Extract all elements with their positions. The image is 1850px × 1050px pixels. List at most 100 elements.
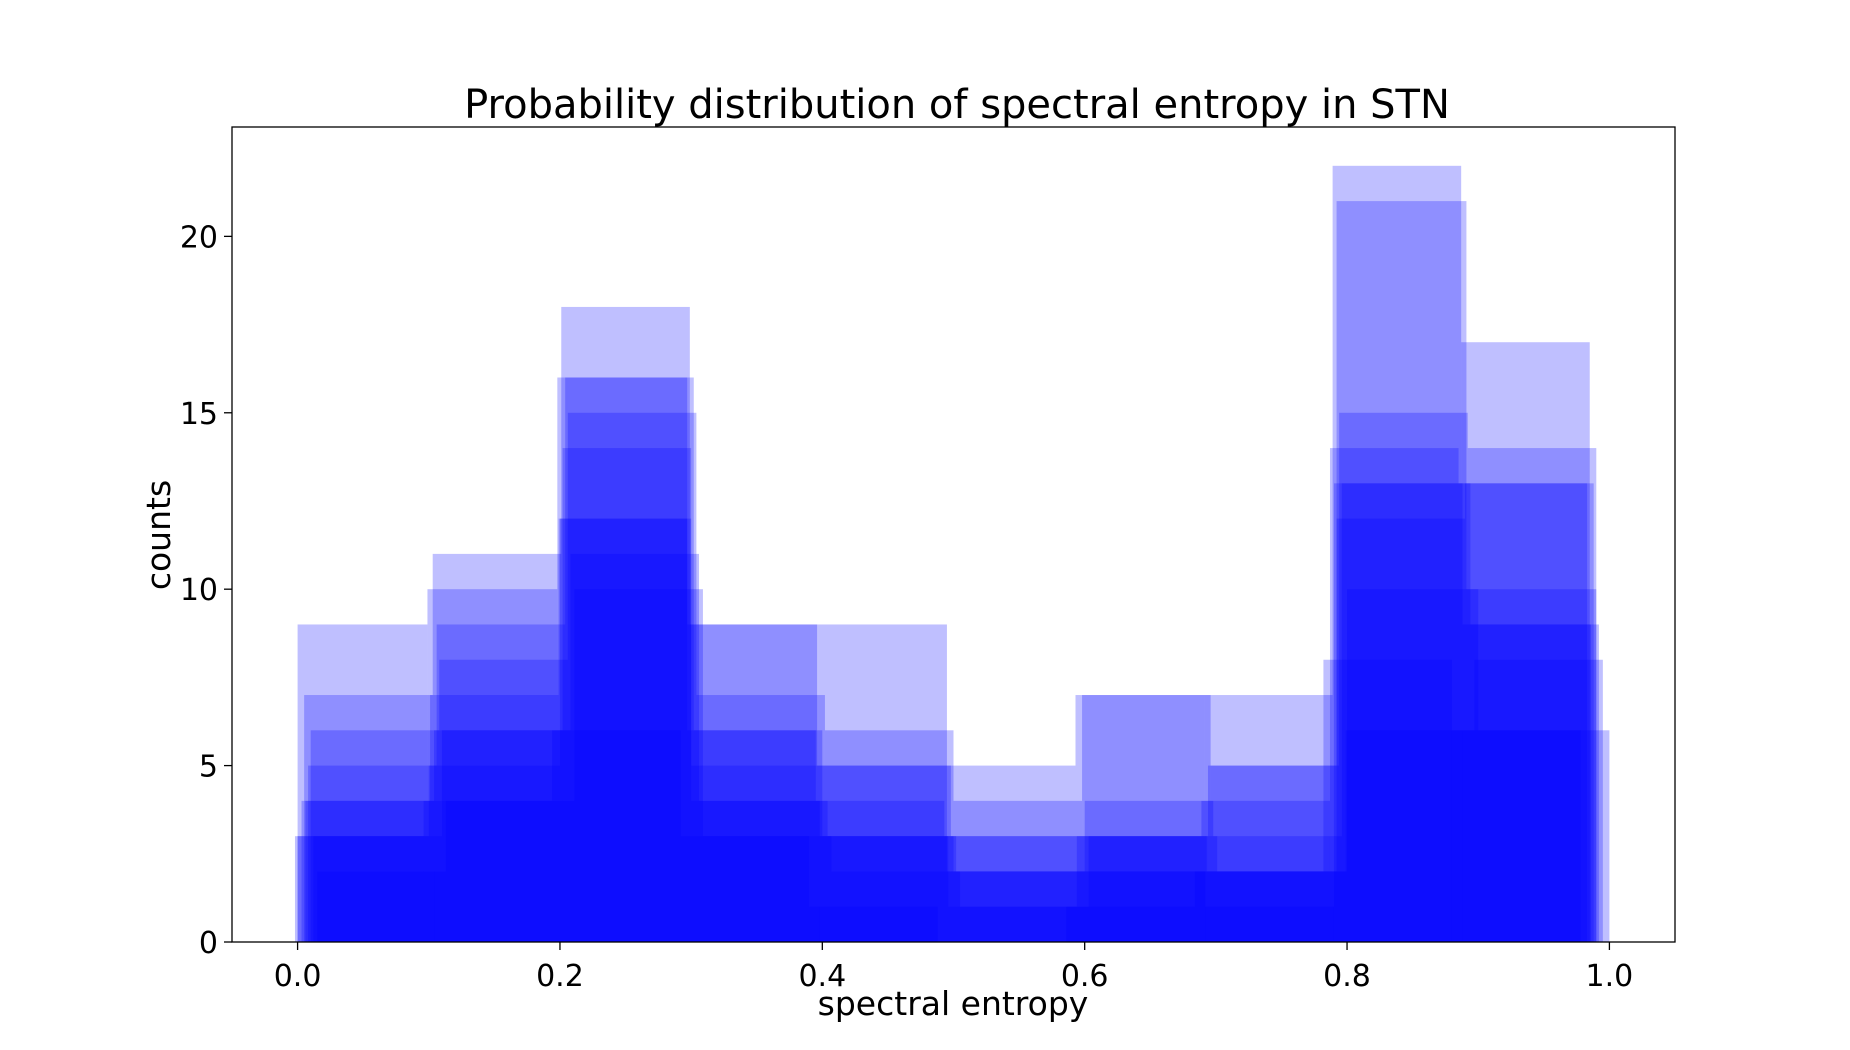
histogram-bar — [944, 836, 1073, 942]
histogram-bar — [294, 836, 424, 942]
histogram-bar — [1332, 165, 1462, 942]
y-tick-label: 20 — [180, 220, 218, 255]
histogram-bar — [827, 836, 957, 942]
histogram-bar — [1323, 659, 1452, 942]
histogram-bar — [1210, 765, 1340, 942]
histogram-bar — [1079, 836, 1208, 942]
histogram-bar — [687, 730, 816, 942]
histogram-bar — [1084, 800, 1214, 942]
histogram-bar — [552, 730, 681, 942]
histogram-bar — [1088, 836, 1218, 942]
histogram-bar — [1082, 695, 1211, 942]
x-axis-ticks: 0.0 0.2 0.4 0.6 0.8 1.0 — [274, 942, 1634, 994]
histogram-bar — [1478, 730, 1610, 942]
histogram-bar — [809, 906, 938, 942]
histogram-bar — [691, 765, 823, 942]
histogram-bar — [574, 589, 703, 942]
x-tick-label: 0.2 — [536, 959, 584, 994]
histogram-bar — [441, 730, 571, 942]
histogram-bar — [1213, 836, 1342, 942]
histogram-bar — [953, 800, 1083, 942]
histogram-bar — [570, 553, 700, 942]
histogram-bar — [1206, 871, 1337, 942]
y-axis-ticks: 0 5 10 15 20 — [180, 220, 232, 961]
histogram-bar — [953, 871, 1085, 942]
histogram-bar — [699, 800, 828, 942]
histogram-bar — [815, 800, 945, 942]
histogram-bar — [687, 624, 818, 942]
histogram-bar — [1072, 836, 1202, 942]
histogram-bar — [818, 624, 947, 942]
histogram-bar — [948, 906, 1077, 942]
histogram-bar — [696, 695, 825, 942]
histogram-bar — [691, 800, 820, 942]
histogram-bar — [1205, 906, 1334, 942]
histogram-bar — [297, 836, 429, 942]
histogram-bar — [1194, 871, 1324, 942]
histogram-bar — [1076, 836, 1207, 942]
x-tick-label: 0.4 — [798, 959, 846, 994]
histogram-bar — [428, 765, 560, 942]
histogram-bar — [558, 518, 688, 942]
histogram-bar — [817, 765, 947, 942]
histogram-bar — [1347, 589, 1479, 942]
histogram-bar — [436, 624, 566, 942]
histogram-bar — [1462, 624, 1592, 942]
histogram-bar — [434, 730, 563, 942]
x-tick-label: 1.0 — [1586, 959, 1634, 994]
histogram-bar — [822, 836, 954, 942]
histogram-bar — [689, 624, 819, 942]
y-tick-label: 0 — [199, 926, 218, 961]
histogram-bar — [1066, 906, 1195, 942]
histogram-bar — [960, 906, 1089, 942]
histogram-bar — [680, 836, 810, 942]
chart-title: Probability distribution of spectral ent… — [464, 82, 1450, 128]
histogram-bar — [1470, 624, 1599, 942]
histogram-bar — [1204, 695, 1333, 942]
histogram-bar — [1084, 871, 1216, 942]
histogram-bar — [1461, 342, 1590, 943]
histogram-bar — [1339, 412, 1468, 942]
x-axis-label: spectral entropy — [818, 984, 1089, 1023]
histogram-bar — [1474, 659, 1603, 942]
y-axis-label: counts — [139, 480, 178, 590]
histogram-bar — [313, 836, 442, 942]
histogram-bar — [430, 695, 559, 942]
histogram-bar — [1217, 871, 1346, 942]
histogram-bar — [565, 377, 694, 942]
histogram-bar — [1467, 448, 1597, 942]
histogram-bar — [297, 624, 428, 942]
histogram-bar — [946, 765, 1076, 942]
histogram-bar — [1341, 483, 1471, 942]
histogram-bar — [1345, 730, 1475, 942]
histogram-bar — [1333, 483, 1463, 942]
histogram-bar — [1465, 483, 1594, 942]
histogram-bar — [559, 518, 692, 942]
histogram-bar — [305, 800, 435, 942]
histogram-bar — [1336, 518, 1466, 942]
histogram-bar — [946, 871, 1077, 942]
histogram-bar — [445, 800, 575, 942]
histogram-bar — [427, 589, 558, 942]
histogram-bar — [301, 800, 431, 942]
histogram-bar — [702, 836, 832, 942]
histogram-bar — [693, 730, 823, 942]
histogram-bar — [561, 306, 690, 942]
histogram-bar — [822, 765, 951, 942]
histogram-bar — [308, 765, 437, 942]
x-tick-label: 0.8 — [1323, 959, 1371, 994]
histogram-bar — [831, 871, 961, 942]
histogram-bar — [824, 730, 954, 942]
histogram-bar — [439, 659, 568, 942]
histogram-bar — [1458, 483, 1588, 942]
histogram-bar — [1207, 765, 1337, 942]
plot-frame — [231, 126, 1676, 943]
y-tick-label: 5 — [199, 750, 218, 785]
histogram-bar — [1215, 871, 1348, 942]
histogram-bar — [1201, 800, 1330, 942]
histogram-bar — [1075, 695, 1205, 942]
histogram-bars — [294, 165, 1610, 943]
histogram-bar — [1336, 201, 1467, 943]
histogram-bar — [1466, 589, 1597, 942]
